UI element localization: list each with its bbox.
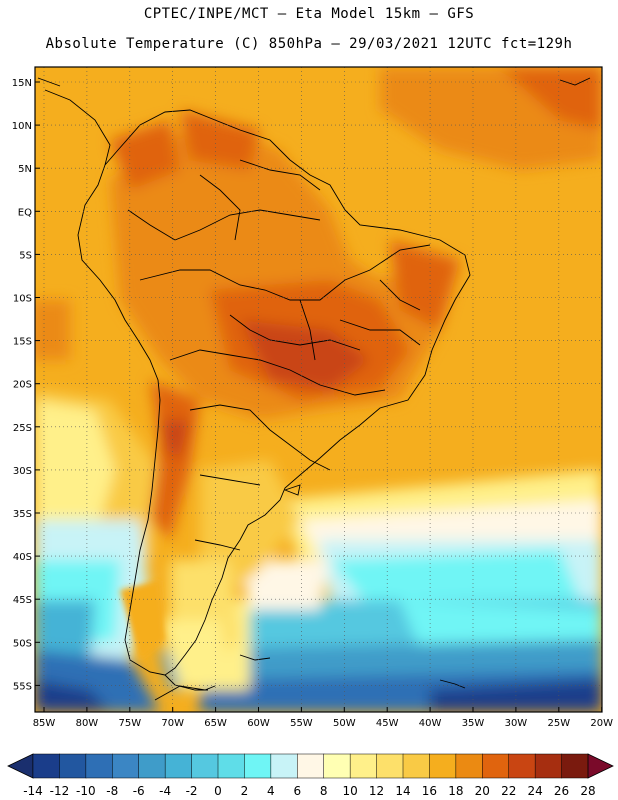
colorbar-segment [455,753,483,779]
map-title-line1: CPTEC/INPE/MCT — Eta Model 15km — GFS [143,6,475,22]
colorbar-tick-label: 26 [554,784,569,798]
colorbar-tick-label: 28 [580,784,595,798]
colorbar-tick-label: 8 [320,784,328,798]
colorbar-segment [138,753,166,779]
colorbar-segment [561,753,589,779]
lon-label: 40W [419,718,442,729]
colorbar-segment [429,753,457,779]
colorbar-tick-label: -6 [133,784,145,798]
colorbar-segment [349,753,378,779]
colorbar-segment [482,753,510,779]
temperature-field [35,67,602,712]
coastline [37,77,591,701]
colorbar-tick-label: 20 [475,784,490,798]
lat-label: 45S [13,595,32,606]
lat-label: 20S [13,380,32,391]
colorbar-tick-label: 4 [267,784,275,798]
colorbar-segment [376,753,404,779]
colorbar-tick-label: 14 [395,784,410,798]
graticule [35,67,602,712]
colorbar-over-triangle [587,753,614,779]
lon-label: 25W [547,718,570,729]
lon-label: 60W [247,718,270,729]
lat-label: 15S [13,337,32,348]
lon-label: 35W [462,718,485,729]
lat-label: 40S [13,552,32,563]
lon-label: 45W [376,718,399,729]
colorbar-tick-label: 2 [241,784,249,798]
colorbar-segment [534,753,563,779]
map-title-line2: Absolute Temperature (C) 850hPa — 29/03/… [45,36,573,52]
colorbar-tick-label: -2 [186,784,198,798]
colorbar-segment [191,753,219,779]
lon-label: 80W [76,718,99,729]
lon-label: 55W [290,718,313,729]
lon-label: 85W [33,718,56,729]
colorbar-segment [270,753,298,779]
colorbar-tick-label: 24 [528,784,543,798]
longitude-labels: 85W 80W 75W 70W 65W 60W 55W 50W 45W 40W 35W 30W 25W 2… [33,707,613,729]
lon-label: 20W [590,718,613,729]
colorbar-segment [297,753,325,779]
colorbar-tick-label: -8 [106,784,118,798]
lon-label: 50W [333,718,356,729]
colorbar-segment [164,753,193,779]
colorbar-tick-label: 6 [293,784,301,798]
colorbar-tick-label: 22 [501,784,516,798]
colorbar-tick-label: 12 [369,784,384,798]
colorbar-tick-label: -12 [50,784,70,798]
lat-label: 5S [19,250,32,261]
lat-label: 25S [13,423,32,434]
colorbar-tick-label: -14 [23,784,43,798]
colorbar-tick-label: 10 [343,784,358,798]
colorbar-labels: -14 -12 -10 -8 -6 -4 -2 0 2 4 6 8 10 12 14 16 18 20 22 24 26… [23,784,595,798]
lat-label: 35S [13,509,32,520]
colorbar-tick-label: 18 [448,784,463,798]
lon-label: 30W [505,718,528,729]
latitude-labels: 15N 10N 5N EQ 5S 10S 15S 20S 25S 30S 35S 40S 45S 50S 5… [12,78,40,692]
colorbar-segment [323,753,351,779]
colorbar-segment [244,753,272,779]
colorbar-segment [217,753,245,779]
lat-label: 15N [12,78,32,89]
colorbar-under-triangle [7,753,34,779]
colorbar-segment [85,753,113,779]
lat-label: 30S [13,466,32,477]
lat-label: 5N [18,164,32,175]
lon-label: 70W [161,718,184,729]
colorbar-segment [402,753,430,779]
colorbar-tick-label: -10 [76,784,96,798]
colorbar-segment [508,753,536,779]
colorbar-tick-label: 16 [422,784,437,798]
colorbar-segment [112,753,140,779]
colorbar-tick-label: -4 [159,784,171,798]
lat-label: 50S [13,638,32,649]
lat-label: 55S [13,681,32,692]
lat-label: EQ [18,207,32,218]
colorbar [7,753,614,779]
colorbar-segment [59,753,87,779]
colorbar-tick-label: 0 [214,784,222,798]
colorbar-segment [32,753,60,779]
lon-label: 65W [204,718,227,729]
lon-label: 75W [118,718,141,729]
lat-label: 10S [13,294,32,305]
map-frame [34,66,603,713]
lat-label: 10N [12,121,32,132]
